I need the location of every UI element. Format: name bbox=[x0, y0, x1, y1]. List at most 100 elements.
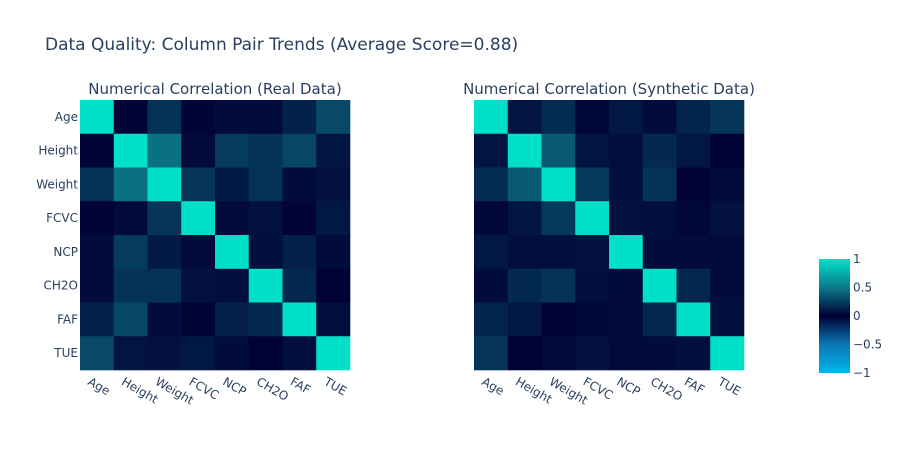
heatmap-cell bbox=[215, 201, 250, 236]
heatmap-cell bbox=[282, 302, 317, 337]
x-tick-label: FAF bbox=[288, 374, 313, 397]
heatmap-cell bbox=[215, 235, 250, 270]
heatmap-cell bbox=[181, 201, 216, 236]
x-tick-label: NCP bbox=[614, 374, 642, 398]
heatmap-cell bbox=[282, 235, 317, 270]
heatmap-cell bbox=[507, 133, 542, 168]
heatmap-cell bbox=[642, 302, 677, 337]
x-tick-label: TUE bbox=[715, 374, 743, 398]
heatmap-cell bbox=[642, 167, 677, 202]
heatmap-cell bbox=[507, 302, 542, 337]
heatmap-cell bbox=[710, 133, 745, 168]
heatmap-cell bbox=[541, 302, 576, 337]
colorbar-gradient bbox=[819, 259, 850, 373]
heatmap-cell bbox=[474, 100, 509, 135]
heatmap-cell bbox=[80, 336, 115, 371]
heatmap-cell bbox=[609, 100, 644, 135]
heatmap-cell bbox=[113, 100, 148, 135]
heatmap-cell bbox=[147, 100, 182, 135]
heatmap-cell bbox=[609, 133, 644, 168]
heatmap-cell bbox=[609, 268, 644, 303]
heatmap-cell bbox=[147, 133, 182, 168]
heatmap-cell bbox=[710, 100, 745, 135]
heatmap-cell bbox=[248, 268, 283, 303]
heatmap-cell bbox=[248, 100, 283, 135]
heatmap-cell bbox=[147, 302, 182, 337]
heatmap-cell bbox=[676, 268, 711, 303]
heatmap-cell bbox=[575, 167, 610, 202]
heatmap-cell bbox=[575, 336, 610, 371]
x-tick-label: TUE bbox=[321, 374, 349, 398]
heatmap-cell bbox=[316, 167, 351, 202]
heatmap-cell bbox=[282, 100, 317, 135]
heatmap-cell bbox=[181, 302, 216, 337]
heatmap-cell bbox=[316, 201, 351, 236]
heatmap-cell bbox=[248, 201, 283, 236]
y-tick-label: TUE bbox=[53, 346, 78, 360]
x-tick-label: CH2O bbox=[254, 374, 291, 403]
heatmap-cell bbox=[80, 201, 115, 236]
heatmap-cell bbox=[474, 336, 509, 371]
heatmap-cell bbox=[215, 302, 250, 337]
heatmap-cell bbox=[316, 133, 351, 168]
heatmap-cell bbox=[575, 133, 610, 168]
heatmap-cell bbox=[541, 167, 576, 202]
heatmap-cell bbox=[676, 100, 711, 135]
heatmap-cell bbox=[474, 201, 509, 236]
heatmap-cell bbox=[282, 133, 317, 168]
heatmap-cell bbox=[113, 133, 148, 168]
colorbar-tick-label: 0.5 bbox=[853, 281, 872, 295]
heatmap-cell bbox=[710, 167, 745, 202]
heatmap-cell bbox=[113, 268, 148, 303]
y-tick-label: NCP bbox=[53, 245, 78, 259]
heatmap-cell bbox=[609, 167, 644, 202]
heatmap-cell bbox=[710, 336, 745, 371]
heatmap-cell bbox=[215, 268, 250, 303]
panel-title: Numerical Correlation (Real Data) bbox=[88, 80, 341, 98]
heatmap-cell bbox=[609, 235, 644, 270]
colorbar: 1 0.5 0 −0.5 −1 bbox=[819, 252, 882, 380]
heatmap-panel-synthetic: Numerical Correlation (Synthetic Data) Ag… bbox=[463, 80, 755, 408]
heatmap-cell bbox=[248, 302, 283, 337]
heatmap-cell bbox=[474, 302, 509, 337]
heatmap-cell bbox=[80, 100, 115, 135]
heatmap-cell bbox=[248, 133, 283, 168]
y-tick-label: Age bbox=[55, 110, 78, 124]
heatmap-cell bbox=[575, 201, 610, 236]
heatmap-cell bbox=[80, 302, 115, 337]
heatmap-cell bbox=[181, 167, 216, 202]
heatmap-panel-real: Numerical Correlation (Real Data) Age Heig… bbox=[36, 80, 351, 408]
x-tick-label: Age bbox=[479, 374, 506, 398]
y-tick-label: FAF bbox=[57, 312, 78, 326]
heatmap-cell bbox=[676, 201, 711, 236]
x-tick-label: Height bbox=[119, 374, 161, 406]
y-tick-label: FCVC bbox=[46, 211, 78, 225]
heatmap-cell bbox=[575, 302, 610, 337]
heatmap-cell bbox=[181, 268, 216, 303]
heatmap-cell bbox=[507, 201, 542, 236]
y-tick-label: Weight bbox=[36, 177, 78, 191]
heatmap-cell bbox=[676, 302, 711, 337]
heatmap-cell bbox=[113, 235, 148, 270]
heatmap-cell bbox=[507, 100, 542, 135]
heatmap-cell bbox=[316, 268, 351, 303]
heatmap-cell bbox=[248, 235, 283, 270]
heatmap-cell bbox=[80, 235, 115, 270]
heatmap-cell bbox=[181, 133, 216, 168]
heatmap-cell bbox=[642, 201, 677, 236]
heatmap-cell bbox=[316, 235, 351, 270]
heatmap-cell bbox=[215, 133, 250, 168]
x-tick-label: CH2O bbox=[648, 374, 685, 403]
chart-title: Data Quality: Column Pair Trends (Averag… bbox=[45, 35, 518, 55]
heatmap-cell bbox=[676, 133, 711, 168]
heatmap-cell bbox=[642, 268, 677, 303]
heatmap-cell bbox=[676, 235, 711, 270]
heatmap-cell bbox=[282, 336, 317, 371]
heatmap-cell bbox=[147, 167, 182, 202]
heatmap-cell bbox=[507, 167, 542, 202]
heatmap-cell bbox=[147, 336, 182, 371]
heatmap-cell bbox=[147, 235, 182, 270]
heatmap-cell bbox=[541, 336, 576, 371]
heatmap-cell bbox=[676, 336, 711, 371]
heatmap-cell bbox=[575, 268, 610, 303]
